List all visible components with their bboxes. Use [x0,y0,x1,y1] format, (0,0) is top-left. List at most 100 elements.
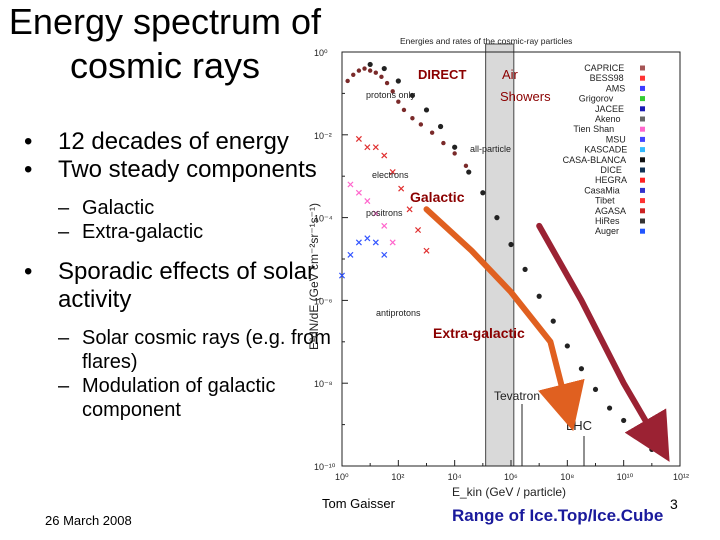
x-tick-label: 10⁴ [448,472,462,482]
y-axis-label: E²dN/dE (GeV cm⁻²sr⁻¹s⁻¹) [307,203,321,350]
legend-label: MSU [606,134,626,144]
x-tick-label: 10² [391,472,404,482]
label-antiprotons: antiprotons [376,308,421,318]
point-antiprotons [381,251,388,258]
legend-marker [640,218,645,224]
y-tick-label: 10⁻² [314,131,332,141]
legend-marker [640,116,645,122]
legend-marker [640,177,645,183]
point-positrons [381,222,388,229]
point-antiprotons [355,239,362,246]
point-all-particle [606,405,613,411]
x-tick-label: 10¹⁰ [617,472,634,482]
page-number: 3 [670,496,678,512]
point-electrons [355,135,362,142]
legend-marker [640,126,645,132]
point-electrons [398,185,405,192]
range-caption: Range of Ice.Top/Ice.Cube [452,506,664,525]
label-electrons: electrons [372,170,409,180]
point-all-particle [480,190,486,196]
point-direct [452,151,457,156]
slide-title: Energy spectrum of cosmic rays [8,1,322,86]
point-all-particle [635,430,641,436]
legend-label: JACEE [595,104,624,114]
point-direct [362,66,367,71]
point-all-particle [423,107,430,113]
point-direct [345,78,350,84]
legend-marker [640,96,645,102]
legend-label: CASA-BLANCA [563,155,627,165]
bullet-3: • Sporadic effects of solar activity [24,258,316,313]
point-antiprotons [347,251,354,258]
point-antiprotons [364,235,371,242]
label-air: Air [502,67,519,82]
legend-marker [640,147,645,153]
label-extragalactic: Extra-galactic [433,325,525,341]
label-showers: Showers [500,89,551,104]
footer-date: 26 March 2008 [45,513,132,528]
legend-label: Akeno [595,114,621,124]
legend-marker [640,75,645,81]
point-direct [418,122,424,127]
legend-marker [640,157,645,163]
y-tick-label: 10⁻⁴ [314,214,333,224]
point-all-particle [564,343,570,349]
label-tevatron: Tevatron [494,389,540,403]
point-direct [463,163,469,169]
label-galactic: Galactic [410,189,465,205]
point-all-particle [367,61,373,68]
point-electrons [381,152,388,159]
legend-label: HiRes [595,216,620,226]
x-tick-label: 10⁶ [504,472,518,482]
sub-bullet-modulation: – Modulation of galactic component [58,375,276,421]
bullet-list: • 12 decades of energy • Two steady compon… [24,128,334,422]
air-shower-band [485,43,515,467]
legend-label: DICE [600,165,622,175]
point-all-particle [437,123,444,130]
legend-marker [640,228,645,234]
x-tick-label: 10⁸ [560,472,574,482]
sub-bullet-galactic: – Galactic [58,197,155,219]
point-positrons [355,189,362,196]
y-tick-label: 10⁻⁶ [314,296,333,306]
point-direct [356,68,362,73]
x-axis-label: E_kin (GeV / particle) [452,485,566,499]
label-positrons: positrons [366,208,403,218]
point-all-particle [536,293,542,299]
point-all-particle [452,144,458,150]
point-direct [410,116,415,121]
point-all-particle [649,446,655,453]
legend-label: CasaMia [584,185,620,195]
chart-title: Energies and rates of the cosmic-ray par… [400,36,572,46]
legend-marker [640,198,645,204]
legend-marker [640,136,645,142]
legend-label: CAPRICE [584,63,624,73]
x-tick-label: 10¹² [673,472,689,482]
point-direct [379,74,384,80]
point-direct [373,70,378,75]
legend-marker [640,85,645,91]
y-tick-label: 10⁰ [314,48,328,58]
point-antiprotons [338,272,346,279]
label-lhc: LHC [566,418,592,433]
point-electrons [372,144,379,151]
point-electrons [389,169,396,176]
point-electrons [415,226,422,234]
point-all-particle [381,65,387,72]
legend-marker [640,208,645,214]
point-electrons [423,247,430,254]
label-all-particle: all-particle [470,144,511,154]
legend-label: KASCADE [584,145,627,155]
legend-label: AGASA [595,206,626,216]
legend-label: Auger [595,226,619,236]
x-tick-label: 10⁰ [335,472,349,482]
point-all-particle [466,169,472,175]
footer-author: Tom Gaisser [322,496,395,511]
label-protons-only: protons only [366,90,416,100]
point-all-particle [550,318,556,324]
legend-label: Grigorov [579,94,614,104]
point-positrons [364,198,371,205]
bullet-2: • Two steady components [24,156,317,183]
sub-bullet-solar: – Solar cosmic rays (e.g. from flares) [58,327,331,373]
point-all-particle [621,417,627,424]
